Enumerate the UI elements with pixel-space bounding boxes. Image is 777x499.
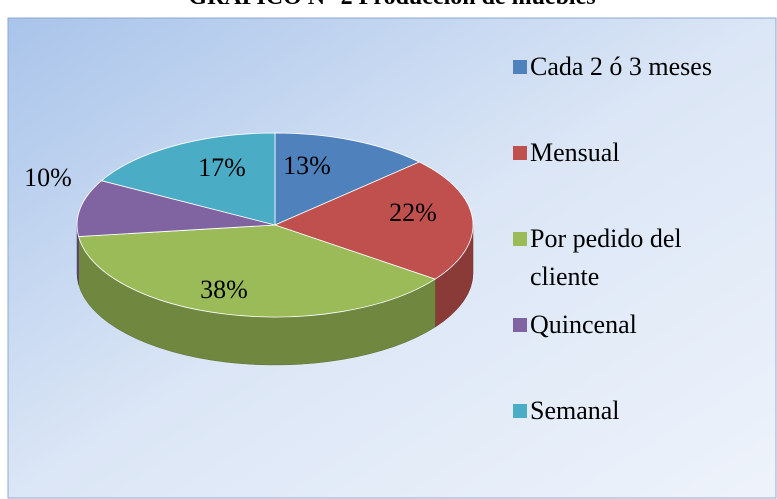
- legend-item: Por pedido del cliente: [513, 220, 720, 296]
- slice: [274, 132, 421, 226]
- data-label: 38%: [200, 275, 248, 304]
- legend-label: Cada 2 ó 3 meses: [530, 52, 712, 81]
- data-label: 13%: [283, 151, 331, 180]
- slice: [78, 224, 437, 318]
- legend-swatch: [513, 60, 527, 74]
- legend-item: Quincenal: [513, 306, 720, 344]
- slice: [273, 161, 474, 280]
- legend-label: Semanal: [530, 396, 620, 425]
- data-label: 17%: [198, 153, 246, 182]
- data-label: 10%: [24, 163, 72, 192]
- pie: 13% 22% 38% 10% 17%: [24, 132, 474, 366]
- legend-item: Semanal: [513, 392, 720, 430]
- legend-item: Cada 2 ó 3 meses: [513, 48, 720, 86]
- legend-label: Por pedido del cliente: [530, 224, 682, 291]
- slice: [76, 180, 276, 237]
- legend-item: Mensual: [513, 134, 720, 172]
- chart-title: GRÁFICO N° 2 Producción de muebles: [188, 0, 595, 10]
- legend-swatch: [513, 404, 527, 418]
- legend-swatch: [513, 232, 527, 246]
- legend-label: Mensual: [530, 138, 620, 167]
- data-label: 22%: [389, 198, 437, 227]
- slice: [100, 132, 276, 226]
- legend-label: Quincenal: [530, 310, 637, 339]
- legend-swatch: [513, 318, 527, 332]
- legend-swatch: [513, 146, 527, 160]
